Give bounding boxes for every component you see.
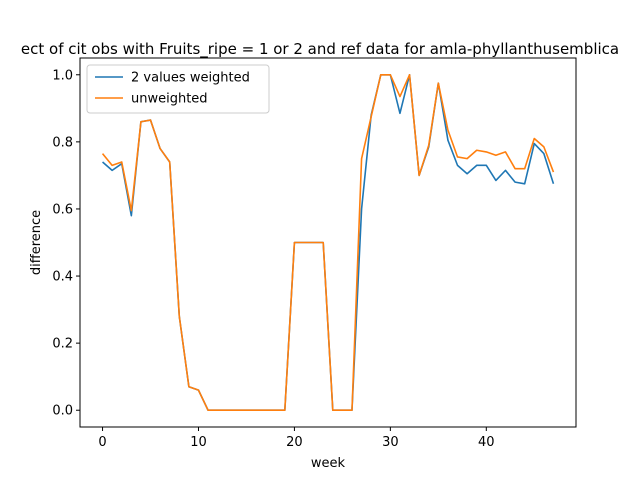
series-lines [101,73,555,412]
y-tick-label: 1.0 [52,68,73,83]
x-tick-label: 10 [190,435,207,450]
y-axis: 0.0 0.2 0.4 0.6 0.8 1.0 [52,68,80,419]
y-tick-label: 0.6 [52,202,73,217]
x-tick-label: 20 [286,435,303,450]
y-tick-label: 0.0 [52,404,73,419]
y-tick-label: 0.8 [52,135,73,150]
x-tick-label: 0 [98,435,106,450]
plot-area-frame [79,57,577,428]
x-tick-label: 40 [478,435,495,450]
x-axis: 0 10 20 30 40 [98,427,495,450]
x-axis-label: week [311,456,346,471]
y-axis-label: difference [29,210,44,275]
legend-label: 2 values weighted [131,71,250,86]
series-line-2 [101,73,555,412]
x-tick-label: 30 [382,435,399,450]
y-tick-label: 0.4 [52,270,73,285]
legend-label: unweighted [131,92,208,107]
legend: 2 values weighted unweighted [86,64,270,114]
legend-box [86,64,270,114]
y-tick-label: 0.2 [52,337,73,352]
chart-title: ect of cit obs with Fruits_ripe = 1 or 2… [21,40,619,59]
series-line-1 [102,73,555,412]
